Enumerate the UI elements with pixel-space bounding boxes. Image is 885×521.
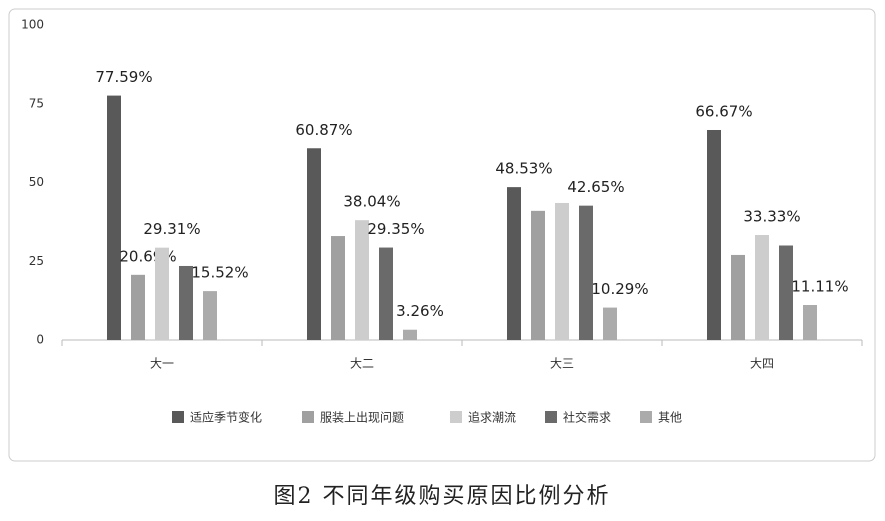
data-label: 66.67% (695, 102, 752, 120)
data-label: 15.52% (191, 264, 248, 282)
legend-label: 其他 (658, 411, 682, 425)
data-label: 42.65% (567, 178, 624, 196)
bar (379, 247, 393, 340)
bar (779, 245, 793, 340)
bar (131, 274, 145, 340)
data-label: 60.87% (295, 121, 352, 139)
data-label: 33.33% (743, 208, 800, 226)
bar (355, 220, 369, 340)
legend-label: 社交需求 (563, 410, 611, 425)
legend-swatch (172, 411, 184, 423)
data-label: 29.31% (143, 220, 200, 238)
bar (179, 265, 193, 340)
y-tick-label: 100 (21, 18, 44, 32)
y-tick-label: 0 (36, 333, 44, 347)
bar (755, 235, 769, 340)
bar (731, 254, 745, 340)
bar (555, 202, 569, 340)
legend-label: 追求潮流 (468, 410, 516, 425)
bar (803, 305, 817, 340)
legend-swatch (640, 411, 652, 423)
bar (203, 291, 217, 340)
bar (531, 210, 545, 340)
legend-swatch (545, 411, 557, 423)
bar (331, 236, 345, 340)
y-tick-label: 50 (29, 175, 44, 189)
data-label: 38.04% (343, 193, 400, 211)
y-tick-label: 75 (29, 96, 44, 110)
data-label: 48.53% (495, 160, 552, 178)
legend-label: 服装上出现问题 (320, 411, 404, 425)
legend-label: 适应季节变化 (190, 410, 262, 425)
caption: 图2 不同年级购买原因比例分析 (274, 484, 611, 509)
legend-swatch (302, 411, 314, 423)
bar (403, 329, 417, 340)
legend-swatch (450, 411, 462, 423)
y-tick-label: 25 (29, 254, 44, 268)
bar (507, 187, 521, 340)
bar (107, 95, 121, 341)
data-label: 3.26% (396, 302, 444, 320)
x-tick-label: 大四 (750, 357, 774, 371)
x-tick-label: 大二 (350, 357, 374, 371)
bar (579, 205, 593, 340)
x-tick-label: 大三 (550, 357, 574, 371)
data-label: 10.29% (591, 280, 648, 298)
data-label: 77.59% (95, 68, 152, 86)
bar (603, 307, 617, 340)
bar (155, 247, 169, 340)
bar (707, 129, 721, 340)
x-tick-label: 大一 (150, 357, 174, 371)
chart-frame (8, 8, 876, 462)
data-label: 11.11% (791, 278, 848, 296)
bar (307, 148, 321, 340)
data-label: 29.35% (367, 220, 424, 238)
